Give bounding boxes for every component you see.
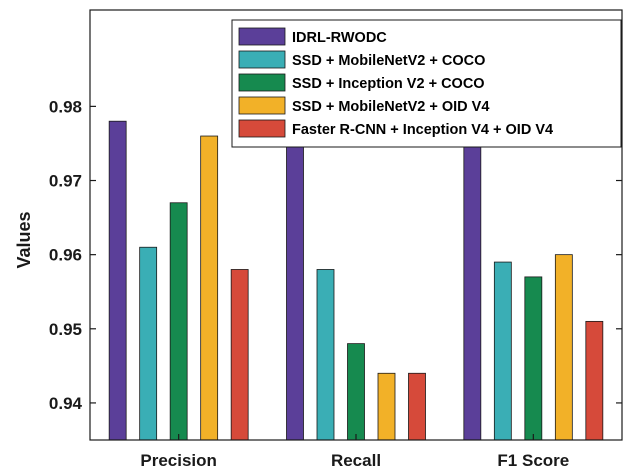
y-tick-label: 0.96 xyxy=(49,246,82,265)
bar-precision-series-1 xyxy=(139,246,158,441)
y-tick-label: 0.97 xyxy=(49,172,82,191)
bar-recall-series-1 xyxy=(316,269,335,441)
bar-f1-score-series-0 xyxy=(463,128,482,441)
bar-recall-series-2 xyxy=(347,343,365,441)
bar-precision-series-0 xyxy=(108,120,127,441)
bar-f1-score-series-1 xyxy=(493,261,512,441)
y-tick-label: 0.94 xyxy=(49,394,83,413)
bar-recall-series-0 xyxy=(286,143,304,441)
x-category-label: Precision xyxy=(140,451,217,470)
bar-precision-series-4 xyxy=(230,269,249,441)
bar-recall-series-3 xyxy=(377,372,396,441)
legend: IDRL-RWODC SSD + MobileNetV2 + COCO SSD + … xyxy=(231,19,622,148)
legend-entry-label: SSD + MobileNetV2 + COCO xyxy=(292,53,485,69)
legend-swatch xyxy=(238,73,286,92)
y-tick-label: 0.98 xyxy=(49,97,82,116)
legend-box xyxy=(231,19,622,148)
legend-entry-label: Faster R-CNN + Inception V4 + OID V4 xyxy=(292,122,553,138)
bar-f1-score-series-3 xyxy=(554,254,573,441)
legend-swatch xyxy=(238,27,286,46)
x-category-label: F1 Score xyxy=(497,451,569,470)
legend-swatch xyxy=(238,96,286,115)
y-tick-label: 0.95 xyxy=(49,320,82,339)
bar-precision-series-2 xyxy=(169,202,188,441)
y-axis-ticks: 0.94 0.95 0.96 0.97 0.98 xyxy=(49,97,622,413)
y-axis-title: Values xyxy=(14,211,34,268)
bar-precision-series-3 xyxy=(200,135,219,441)
legend-swatch xyxy=(238,119,286,138)
legend-entry-label: SSD + Inception V2 + COCO xyxy=(292,76,485,92)
x-axis-categories: Precision Recall F1 Score xyxy=(140,434,569,470)
bar-f1-score-series-2 xyxy=(524,276,543,441)
bar-f1-score-series-4 xyxy=(585,320,604,441)
legend-entry-label: SSD + MobileNetV2 + OID V4 xyxy=(292,99,489,115)
x-category-label: Recall xyxy=(331,451,381,470)
legend-swatch xyxy=(238,50,286,69)
bar-recall-series-4 xyxy=(408,372,426,441)
legend-entry-label: IDRL-RWODC xyxy=(292,30,387,46)
bars-layer xyxy=(108,120,604,441)
